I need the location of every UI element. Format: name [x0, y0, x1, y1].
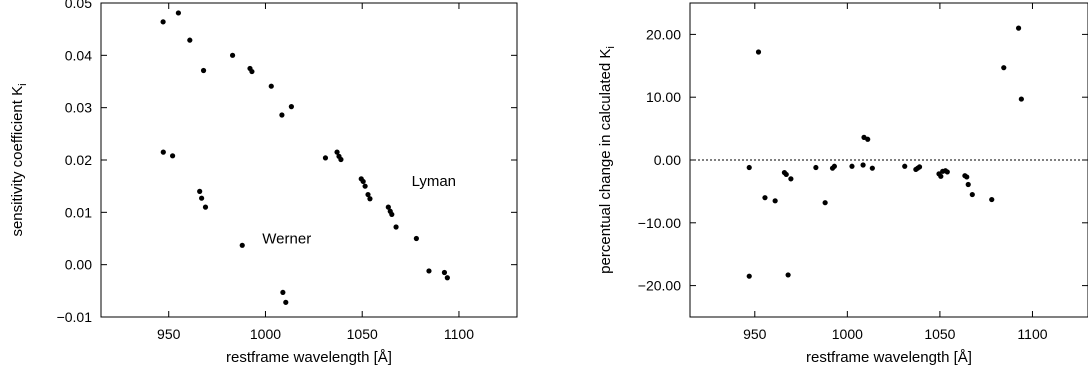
- x-tick-label: 1050: [347, 326, 378, 342]
- plot-frame: [689, 2, 1088, 318]
- data-point: [762, 195, 768, 201]
- chart-1: 950 1000 1050 1100 −0.01 0.00 0.01 0.02 0.03 0.04…: [9, 0, 518, 366]
- x-tick-label: 1100: [1017, 326, 1047, 342]
- data-point: [202, 204, 209, 210]
- data-point: [365, 191, 371, 198]
- data-point: [426, 268, 432, 274]
- y-tick-label: 0.01: [65, 204, 92, 220]
- annotation-lyman: Lyman: [412, 173, 456, 190]
- plot-frame: [100, 2, 518, 318]
- y-tick-label: 20.00: [646, 26, 681, 42]
- data-point: [197, 188, 203, 194]
- data-point: [279, 112, 285, 118]
- data-point: [360, 178, 366, 185]
- y-tick-label: 10.00: [646, 89, 681, 105]
- data-point: [788, 176, 794, 182]
- data-point: [444, 275, 450, 281]
- data-point: [944, 169, 950, 175]
- data-point: [385, 204, 391, 210]
- data-point: [865, 136, 871, 142]
- data-point: [393, 224, 399, 230]
- y-axis-label-subscript: i: [17, 83, 29, 85]
- data-point: [755, 49, 762, 55]
- y-tick-label: 0.03: [65, 100, 92, 116]
- data-point: [849, 163, 855, 169]
- data-point: [268, 83, 274, 89]
- data-point: [413, 235, 419, 242]
- data-point: [916, 164, 923, 170]
- data-point: [200, 67, 207, 74]
- data-point: [813, 164, 819, 171]
- x-axis-label: restframe wavelength [Å]: [226, 349, 392, 366]
- data-point: [783, 171, 789, 178]
- data-point: [831, 163, 837, 169]
- data-point: [175, 10, 181, 16]
- y-tick-label: 0.00: [65, 257, 92, 273]
- data-point: [969, 191, 975, 198]
- x-tick-label: 1100: [444, 326, 474, 342]
- data-point: [322, 155, 329, 161]
- y-axis-label-subscript: i: [605, 46, 617, 48]
- chart-2: 950 1000 1050 1100 −20.00 −10.00 0.00 10.00 20.0…: [597, 2, 1088, 366]
- data-point: [1018, 96, 1024, 102]
- data-point: [334, 149, 340, 155]
- data-point: [869, 165, 875, 171]
- x-tick-label: 1050: [924, 326, 955, 342]
- data-point: [1001, 65, 1007, 71]
- y-tick-label: 0.02: [65, 152, 92, 168]
- data-point: [229, 52, 236, 58]
- data-point: [989, 196, 995, 203]
- y-tick-label: −10.00: [638, 215, 681, 231]
- data-point: [746, 164, 752, 171]
- data-point: [902, 163, 908, 169]
- data-point: [187, 37, 193, 43]
- annotation-werner: Werner: [262, 231, 311, 248]
- x-axis-label: restframe wavelength [Å]: [806, 349, 972, 366]
- data-point: [938, 173, 944, 179]
- data-point: [362, 183, 368, 189]
- data-point: [249, 68, 255, 75]
- data-point: [160, 19, 166, 25]
- data-point: [160, 149, 166, 155]
- data-point: [239, 242, 245, 248]
- data-point: [785, 272, 791, 278]
- y-tick-label: 0.05: [65, 0, 92, 11]
- x-tick-label: 1000: [832, 326, 863, 342]
- data-point: [199, 195, 205, 201]
- y-tick-label: −20.00: [638, 278, 681, 294]
- x-tick-label: 1000: [250, 326, 281, 342]
- x-tick-label: 950: [743, 326, 767, 342]
- data-point: [860, 162, 866, 168]
- data-point: [772, 198, 778, 204]
- data-point: [441, 269, 448, 276]
- data-point: [288, 104, 294, 110]
- x-tick-label: 950: [157, 326, 181, 342]
- y-axis-label: sensitivity coefficient Ki: [9, 83, 29, 236]
- data-point: [367, 196, 373, 202]
- data-point: [389, 211, 395, 218]
- data-point: [169, 153, 176, 159]
- data-point: [338, 156, 344, 163]
- data-point: [965, 181, 971, 188]
- data-point: [964, 174, 970, 180]
- y-tick-label: −0.01: [57, 309, 93, 325]
- data-point: [280, 289, 286, 296]
- data-point: [746, 273, 752, 279]
- y-axis-label: percentual change in calculated Ki: [597, 46, 617, 274]
- y-tick-label: 0.04: [65, 47, 92, 63]
- data-point: [1015, 25, 1022, 31]
- data-point: [822, 200, 828, 206]
- data-point: [283, 299, 289, 305]
- y-tick-label: 0.00: [654, 152, 681, 168]
